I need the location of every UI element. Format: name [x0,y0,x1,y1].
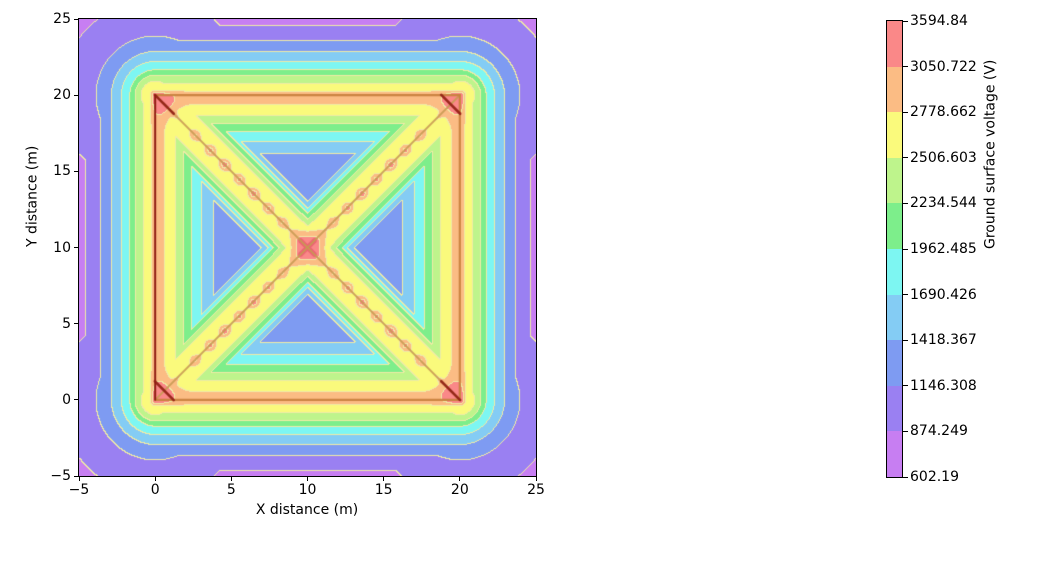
x-tick-label: 25 [527,482,545,498]
y-tick-mark [74,323,78,325]
colorbar [886,20,903,478]
x-tick-label: 15 [374,482,393,498]
y-tick-mark [74,399,78,401]
colorbar-tick-mark [903,476,908,478]
colorbar-tick-label: 2234.544 [910,195,977,212]
colorbar-tick-mark [903,202,908,204]
x-tick-label: 10 [298,482,317,498]
x-tick-mark [459,477,461,481]
y-tick-label: 10 [53,239,71,256]
colorbar-segment [887,385,902,432]
x-tick-mark [383,477,385,481]
y-tick-mark [74,475,78,477]
x-tick-label: −5 [68,482,90,498]
x-tick-label: 5 [226,482,236,498]
x-axis-label: X distance (m) [255,502,359,518]
x-tick-label: 0 [150,482,160,498]
colorbar-tick-label: 1690.426 [910,286,977,303]
colorbar-tick-mark [903,339,908,341]
y-tick-label: 25 [53,11,71,27]
colorbar-tick-label: 874.249 [910,423,968,440]
y-tick-label: 0 [62,391,71,408]
y-tick-label: 15 [53,163,71,180]
colorbar-tick-mark [903,157,908,159]
y-tick-label: −5 [50,468,71,484]
colorbar-tick-mark [903,66,908,68]
colorbar-segment [887,248,902,295]
colorbar-tick-label: 3594.84 [910,13,968,29]
y-tick-mark [74,18,78,20]
colorbar-tick-label: 1418.367 [910,332,977,349]
colorbar-tick-label: 1146.308 [910,377,977,394]
x-tick-label: 20 [450,482,469,498]
x-tick-mark [535,477,537,481]
colorbar-tick-mark [903,20,908,22]
x-tick-mark [78,477,80,481]
y-tick-label: 20 [53,87,71,104]
colorbar-segment [887,21,902,67]
y-tick-mark [74,247,78,248]
colorbar-segment [887,157,902,204]
colorbar-tick-mark [903,294,908,296]
colorbar-segment [887,203,902,249]
plot-area [78,18,537,477]
colorbar-tick-mark [903,430,908,432]
y-tick-mark [74,170,78,172]
colorbar-tick-label: 602.19 [910,469,959,485]
colorbar-tick-label: 1962.485 [910,241,977,257]
colorbar-tick-label: 2506.603 [910,149,977,166]
colorbar-tick-label: 2778.662 [910,104,977,121]
colorbar-tick-mark [903,111,908,113]
colorbar-segment [887,340,902,386]
contour-plot [79,19,536,476]
colorbar-tick-label: 3050.722 [910,58,977,75]
colorbar-tick-mark [903,385,908,387]
colorbar-segment [887,66,902,113]
y-tick-label: 5 [62,315,71,332]
x-tick-mark [154,477,156,481]
x-tick-mark [307,477,308,481]
colorbar-segment [887,112,902,158]
y-tick-mark [74,94,78,96]
colorbar-segment [887,431,902,477]
x-tick-mark [230,477,232,481]
colorbar-segment [887,294,902,341]
colorbar-tick-mark [903,248,908,250]
